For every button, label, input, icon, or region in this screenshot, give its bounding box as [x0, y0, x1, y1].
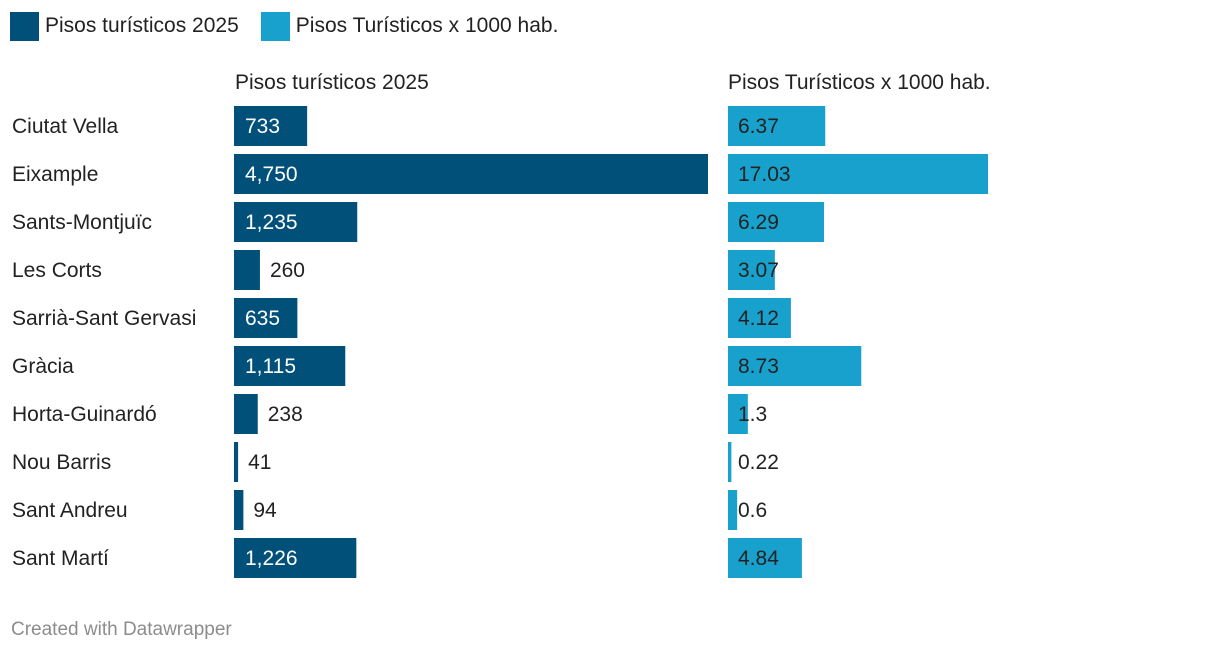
category-label-gracia: Gràcia	[12, 355, 74, 378]
bar-pisos-x1000-horta-guinardo	[728, 394, 748, 434]
bar-pisos-2025-sant-andreu	[234, 490, 244, 530]
value-label-pisos-x1000-sants-montjuic: 6.29	[738, 211, 779, 234]
bar-pisos-x1000-sant-marti	[728, 538, 802, 578]
bar-pisos-x1000-eixample	[728, 154, 988, 194]
bar-pisos-2025-sant-marti	[234, 538, 357, 578]
value-label-pisos-x1000-les-corts: 3.07	[738, 259, 779, 282]
category-label-sant-marti: Sant Martí	[12, 547, 109, 570]
legend-item-pisos-x1000: Pisos Turísticos x 1000 hab.	[260, 11, 559, 41]
value-label-pisos-2025-gracia: 1,115	[245, 355, 296, 378]
legend-label-pisos-x1000: Pisos Turísticos x 1000 hab.	[295, 14, 559, 37]
bar-pisos-x1000-ciutat-vella	[728, 106, 826, 146]
value-label-pisos-2025-eixample: 4,750	[245, 163, 298, 186]
bar-pisos-x1000-nou-barris	[728, 442, 732, 482]
bar-pisos-2025-ciutat-vella	[234, 106, 308, 146]
bar-pisos-2025-sarria-sant-gervasi	[234, 298, 298, 338]
value-label-pisos-2025-sant-marti: 1,226	[245, 547, 298, 570]
bar-pisos-x1000-gracia	[728, 346, 862, 386]
bar-pisos-2025-les-corts	[234, 250, 260, 290]
value-label-pisos-2025-sant-andreu: 94	[253, 499, 277, 522]
category-label-ciutat-vella: Ciutat Vella	[12, 115, 119, 138]
value-label-pisos-x1000-sarria-sant-gervasi: 4.12	[738, 307, 779, 330]
legend-swatch-pisos-2025	[10, 11, 39, 41]
category-label-eixample: Eixample	[12, 163, 98, 186]
category-label-les-corts: Les Corts	[12, 259, 102, 282]
value-label-pisos-2025-sarria-sant-gervasi: 635	[245, 307, 280, 330]
value-label-pisos-x1000-sant-marti: 4.84	[738, 547, 779, 570]
category-label-nou-barris: Nou Barris	[12, 451, 111, 474]
value-label-pisos-2025-nou-barris: 41	[248, 451, 271, 474]
category-label-sants-montjuic: Sants-Montjuïc	[12, 211, 152, 234]
bar-pisos-2025-horta-guinardo	[234, 394, 258, 434]
category-label-sarria-sant-gervasi: Sarrià-Sant Gervasi	[12, 307, 196, 330]
legend-item-pisos-2025: Pisos turísticos 2025	[10, 11, 239, 41]
legend-label-pisos-2025: Pisos turísticos 2025	[45, 14, 239, 37]
bar-pisos-2025-nou-barris	[234, 442, 239, 482]
value-label-pisos-x1000-eixample: 17.03	[738, 163, 791, 186]
footer-credit: Created with Datawrapper	[11, 619, 232, 640]
column-header-pisos-x1000: Pisos Turísticos x 1000 hab.	[728, 71, 991, 94]
legend: Pisos turísticos 2025 Pisos Turísticos x…	[10, 10, 580, 42]
value-label-pisos-x1000-gracia: 8.73	[738, 355, 779, 378]
value-label-pisos-x1000-horta-guinardo: 1.3	[738, 403, 767, 426]
value-label-pisos-x1000-ciutat-vella: 6.37	[738, 115, 779, 138]
bar-pisos-x1000-sant-andreu	[728, 490, 738, 530]
category-label-sant-andreu: Sant Andreu	[12, 499, 128, 522]
value-label-pisos-2025-ciutat-vella: 733	[245, 115, 280, 138]
column-header-pisos-2025: Pisos turísticos 2025	[235, 71, 429, 94]
category-label-horta-guinardo: Horta-Guinardó	[12, 403, 157, 426]
bar-pisos-2025-sants-montjuic	[234, 202, 358, 242]
bar-pisos-2025-eixample	[234, 154, 708, 194]
bar-pisos-2025-gracia	[234, 346, 346, 386]
value-label-pisos-2025-sants-montjuic: 1,235	[245, 211, 298, 234]
value-label-pisos-x1000-sant-andreu: 0.6	[738, 499, 767, 522]
value-label-pisos-2025-les-corts: 260	[270, 259, 305, 282]
value-label-pisos-x1000-nou-barris: 0.22	[738, 451, 779, 474]
bar-pisos-x1000-sants-montjuic	[728, 202, 825, 242]
value-label-pisos-2025-horta-guinardo: 238	[268, 403, 303, 426]
bar-pisos-x1000-sarria-sant-gervasi	[728, 298, 791, 338]
bar-pisos-x1000-les-corts	[728, 250, 775, 290]
legend-swatch-pisos-x1000	[260, 11, 290, 41]
